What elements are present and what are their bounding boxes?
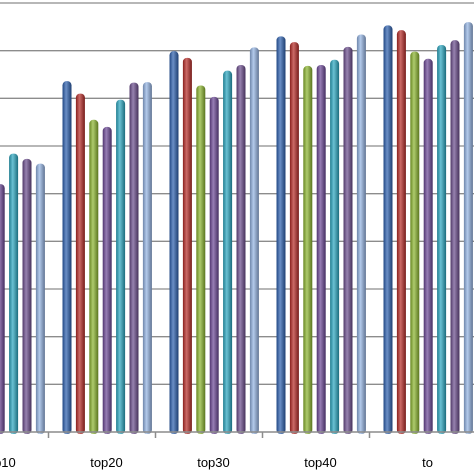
bar	[0, 184, 5, 434]
bar	[142, 82, 152, 435]
bars	[0, 22, 473, 435]
bar	[437, 44, 447, 435]
bar	[62, 81, 72, 434]
bar	[303, 65, 313, 435]
x-tick-labels: top10 top20 top30 top40 to	[0, 455, 433, 470]
bar	[129, 82, 139, 434]
bar	[463, 22, 473, 435]
bar	[383, 25, 393, 435]
bar	[116, 99, 126, 434]
x-tick-label: top10	[0, 455, 16, 470]
bar	[102, 126, 112, 434]
bar	[343, 46, 353, 434]
bar	[410, 51, 420, 435]
x-tick-label: top30	[197, 455, 230, 470]
x-axis	[0, 431, 474, 438]
bar	[356, 34, 366, 435]
bar	[35, 163, 45, 435]
bar	[182, 57, 192, 435]
bar	[75, 93, 85, 435]
bar	[330, 59, 340, 435]
bar	[22, 158, 32, 434]
bar	[423, 58, 433, 435]
bar	[276, 36, 286, 434]
bar	[236, 64, 246, 434]
bar	[289, 42, 299, 434]
bar	[223, 70, 233, 434]
x-tick-label: top20	[90, 455, 123, 470]
bar	[396, 30, 406, 434]
bar	[9, 153, 19, 435]
bar	[249, 47, 259, 435]
bar	[316, 64, 326, 434]
x-tick-label: to	[422, 455, 433, 470]
bar	[209, 96, 219, 435]
x-tick-label: top40	[304, 455, 337, 470]
bar	[196, 85, 206, 435]
bar	[169, 51, 179, 434]
bar	[450, 40, 460, 435]
bar	[89, 119, 99, 435]
